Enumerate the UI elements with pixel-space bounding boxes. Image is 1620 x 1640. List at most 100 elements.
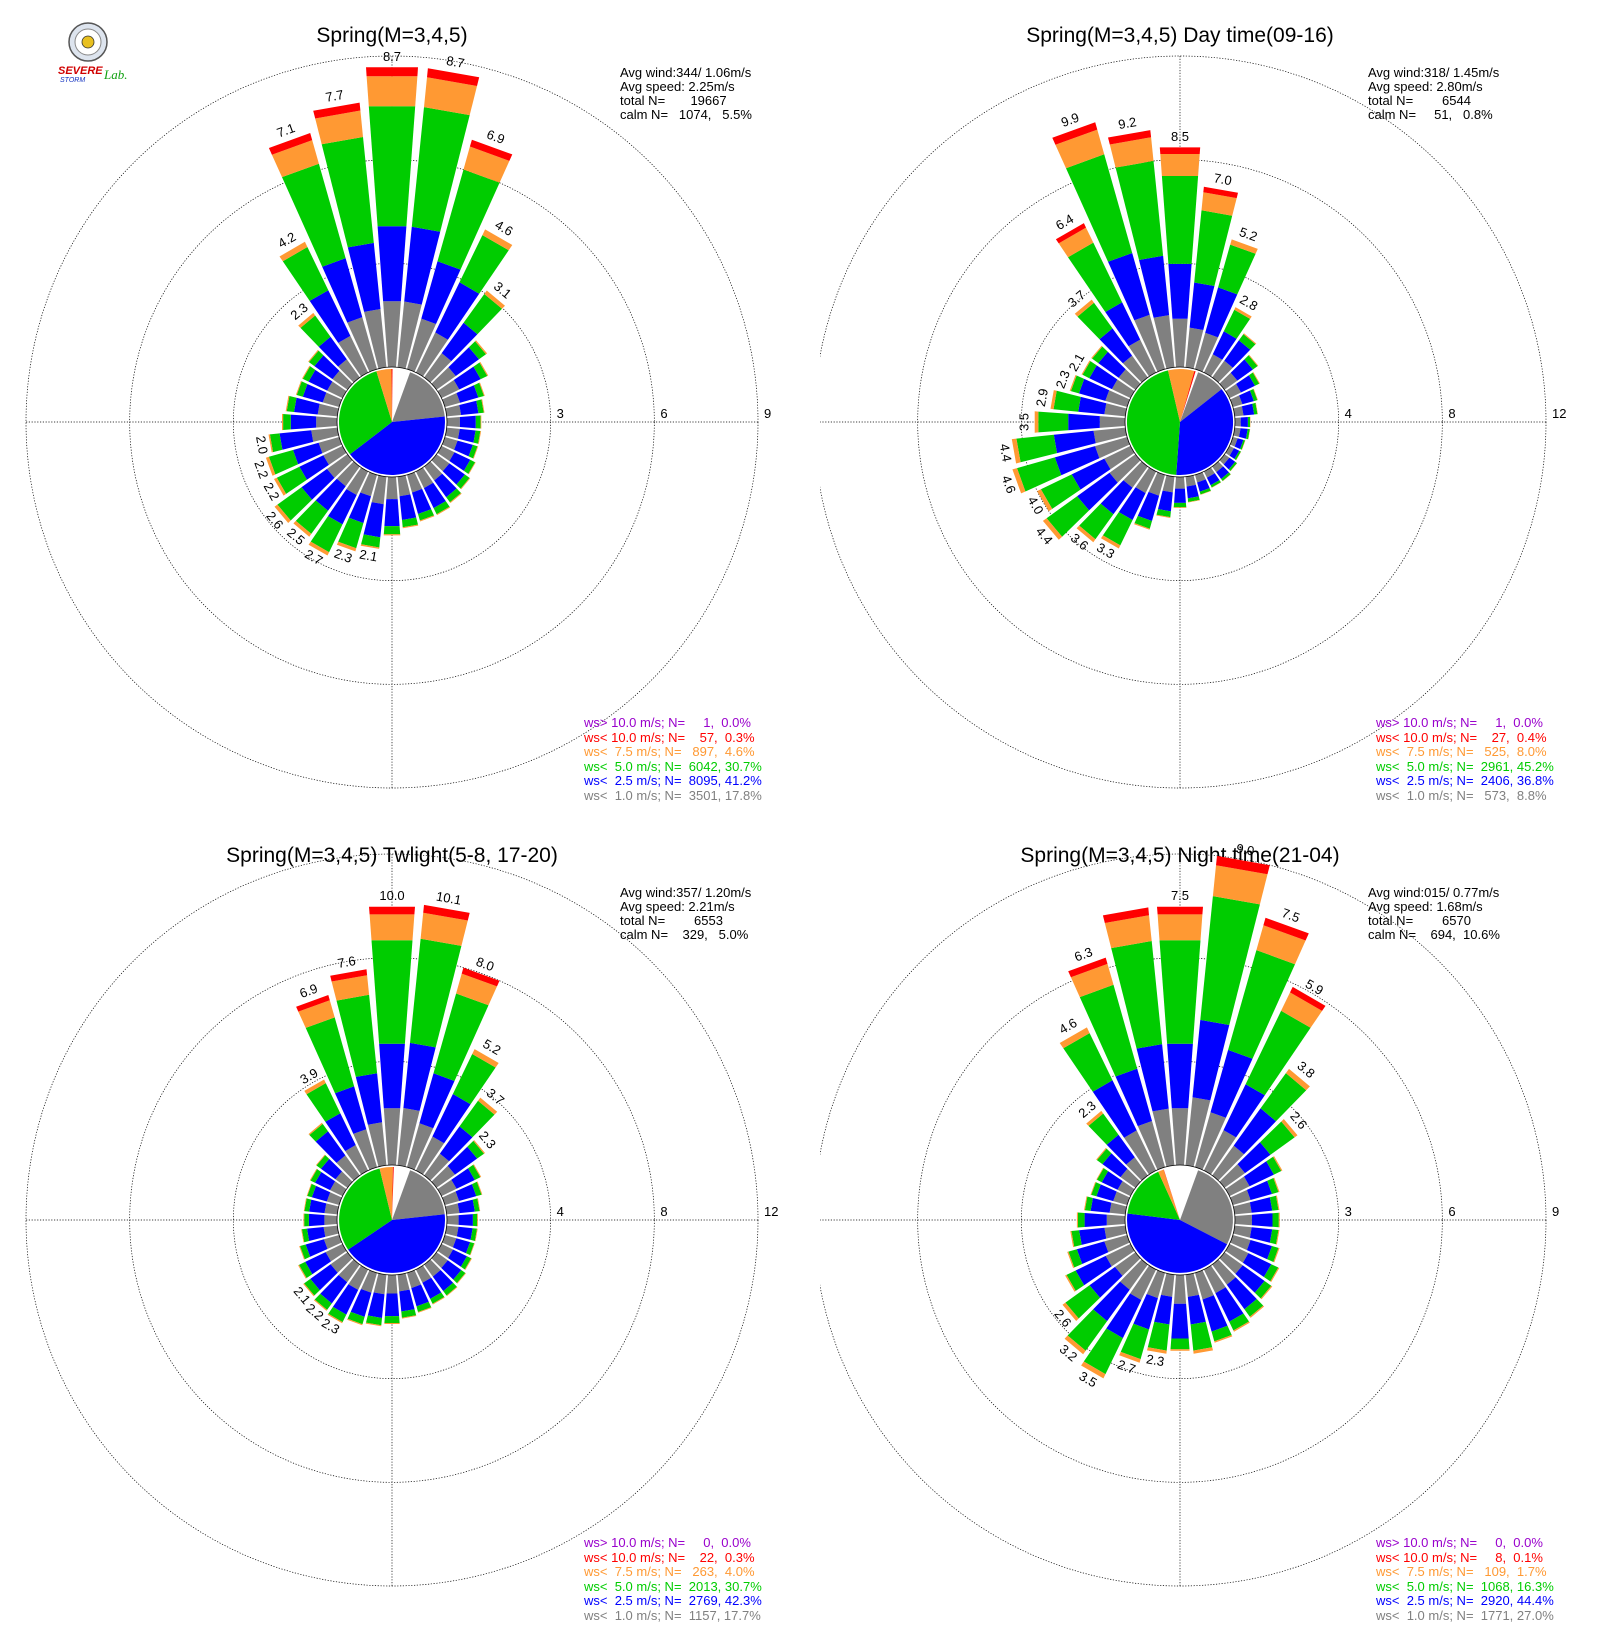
wind-bar-segment bbox=[274, 504, 291, 523]
wind-bar-segment bbox=[295, 381, 302, 395]
wind-bar-segment bbox=[1161, 1273, 1175, 1297]
wind-bar-segment bbox=[1104, 445, 1135, 470]
wind-bar-segment bbox=[447, 1146, 478, 1175]
wind-bar-segment bbox=[432, 1094, 471, 1144]
wind-bar-230 bbox=[1062, 1252, 1141, 1321]
wind-bar-segment bbox=[456, 1273, 466, 1284]
wind-bar-segment bbox=[1159, 940, 1201, 1044]
wind-bar-140 bbox=[1212, 461, 1231, 482]
wind-bar-segment bbox=[1042, 518, 1063, 540]
wind-bar-segment bbox=[1229, 448, 1240, 459]
wind-bar-segment bbox=[1187, 496, 1200, 502]
wind-bar-segment bbox=[469, 139, 513, 161]
wind-bar-segment bbox=[478, 431, 482, 444]
wind-bar-110 bbox=[1230, 1235, 1280, 1263]
wind-bar-segment bbox=[419, 1073, 455, 1129]
wind-bar-segment bbox=[411, 107, 470, 232]
wind-bar-segment bbox=[1225, 1243, 1249, 1263]
bar-value-label: 9.2 bbox=[1117, 114, 1137, 132]
wind-bar-segment bbox=[442, 1235, 457, 1248]
wind-bar-segment bbox=[1185, 1273, 1199, 1297]
wind-bar-segment bbox=[300, 1244, 311, 1260]
wind-bar-segment bbox=[467, 1140, 484, 1159]
wind-bar-segment bbox=[304, 1213, 309, 1227]
wind-bar-segment bbox=[377, 226, 407, 302]
pie-slice bbox=[348, 1214, 446, 1273]
wind-bar-segment bbox=[286, 396, 297, 412]
wind-bar-310 bbox=[308, 349, 353, 390]
stat-calm: calm N= 329, 5.0% bbox=[620, 927, 749, 942]
wind-bar-segment bbox=[415, 1265, 432, 1283]
wind-bar-segment bbox=[309, 1199, 327, 1214]
wind-bar-segment bbox=[268, 450, 299, 475]
wind-bar-segment bbox=[431, 1252, 448, 1268]
wind-bar-segment bbox=[328, 489, 357, 525]
wind-bar-segment bbox=[473, 1164, 482, 1178]
wind-bar-segment bbox=[1193, 1347, 1213, 1354]
wind-bar-segment bbox=[445, 427, 460, 439]
wind-bar-segment bbox=[379, 1043, 405, 1109]
wind-bar-90 bbox=[1234, 1212, 1280, 1228]
wind-bar-segment bbox=[265, 456, 276, 476]
wind-bar-segment bbox=[371, 475, 387, 505]
wind-bar-segment bbox=[419, 515, 435, 522]
wind-bar-segment bbox=[299, 455, 329, 480]
wind-bar-segment bbox=[397, 301, 422, 369]
wind-bar-200 bbox=[347, 1270, 377, 1326]
wind-bar-segment bbox=[1084, 1196, 1093, 1211]
wind-bar-segment bbox=[365, 1322, 382, 1327]
wind-bar-segment bbox=[310, 1169, 322, 1183]
wind-bar-segment bbox=[301, 1228, 310, 1243]
wind-bar-segment bbox=[314, 1293, 332, 1310]
wind-bar-segment bbox=[1255, 402, 1258, 415]
wind-bar-190 bbox=[365, 1273, 387, 1327]
wind-bar-segment bbox=[1167, 1043, 1193, 1109]
wind-bar-90 bbox=[446, 1213, 478, 1227]
speed-legend: ws> 10.0 m/s; N= 1, 0.0% ws< 10.0 m/s; N=… bbox=[1376, 715, 1554, 803]
wind-bar-segment bbox=[1075, 1255, 1112, 1286]
stat-avg-speed: Avg speed: 1.68m/s bbox=[1368, 899, 1483, 914]
wind-bar-290 bbox=[1090, 1181, 1130, 1205]
wind-bar-segment bbox=[1221, 472, 1231, 481]
wind-bar-segment bbox=[331, 975, 370, 1001]
chart-title: Spring(M=3,4,5) Day time(09-16) bbox=[1026, 24, 1334, 47]
wind-bar-320 bbox=[1074, 299, 1148, 383]
wind-bar-180 bbox=[1170, 1274, 1190, 1351]
wind-bar-segment bbox=[308, 1213, 325, 1227]
wind-bar-segment bbox=[1218, 244, 1256, 295]
wind-bar-70 bbox=[442, 382, 485, 407]
wind-bar-segment bbox=[383, 534, 401, 536]
wind-bar-segment bbox=[384, 1323, 400, 1324]
wind-bar-segment bbox=[1276, 1195, 1280, 1210]
wind-bar-segment bbox=[383, 301, 401, 368]
bar-value-label: 4.6 bbox=[999, 473, 1019, 495]
wind-bar-segment bbox=[1137, 1121, 1165, 1170]
wind-bar-segment bbox=[1139, 255, 1170, 318]
wind-bar-segment bbox=[1195, 472, 1206, 483]
bar-value-label: 7.0 bbox=[1213, 170, 1233, 188]
wind-bar-segment bbox=[1153, 315, 1175, 369]
wind-bar-80 bbox=[445, 1198, 481, 1215]
wind-bar-290 bbox=[306, 1183, 342, 1205]
wind-bar-220 bbox=[1076, 461, 1148, 543]
wind-bar-segment bbox=[1236, 375, 1255, 393]
wind-bar-segment bbox=[1197, 479, 1210, 492]
wind-bar-segment bbox=[294, 397, 320, 415]
wind-bar-segment bbox=[301, 468, 335, 500]
wind-bar-segment bbox=[452, 1054, 496, 1105]
wind-bar-segment bbox=[463, 459, 476, 474]
legend-entry: ws< 1.0 m/s; N= 3501, 17.8% bbox=[584, 787, 762, 803]
legend-entry: ws< 10.0 m/s; N= 27, 0.4% bbox=[1376, 729, 1547, 745]
wind-bar-220 bbox=[313, 1259, 360, 1311]
wind-bar-segment bbox=[1234, 417, 1241, 427]
wind-bar-segment bbox=[412, 488, 432, 514]
wind-bar-segment bbox=[368, 106, 416, 227]
wind-bar-segment bbox=[1089, 1266, 1123, 1298]
wind-bar-segment bbox=[1267, 1178, 1279, 1194]
wind-bar-segment bbox=[366, 67, 418, 77]
wind-bar-segment bbox=[1245, 1010, 1311, 1096]
wind-bar-130 bbox=[431, 1252, 466, 1284]
wind-bar-segment bbox=[1077, 472, 1118, 511]
wind-bar-130 bbox=[1219, 1252, 1273, 1300]
wind-bar-segment bbox=[1233, 1225, 1252, 1238]
